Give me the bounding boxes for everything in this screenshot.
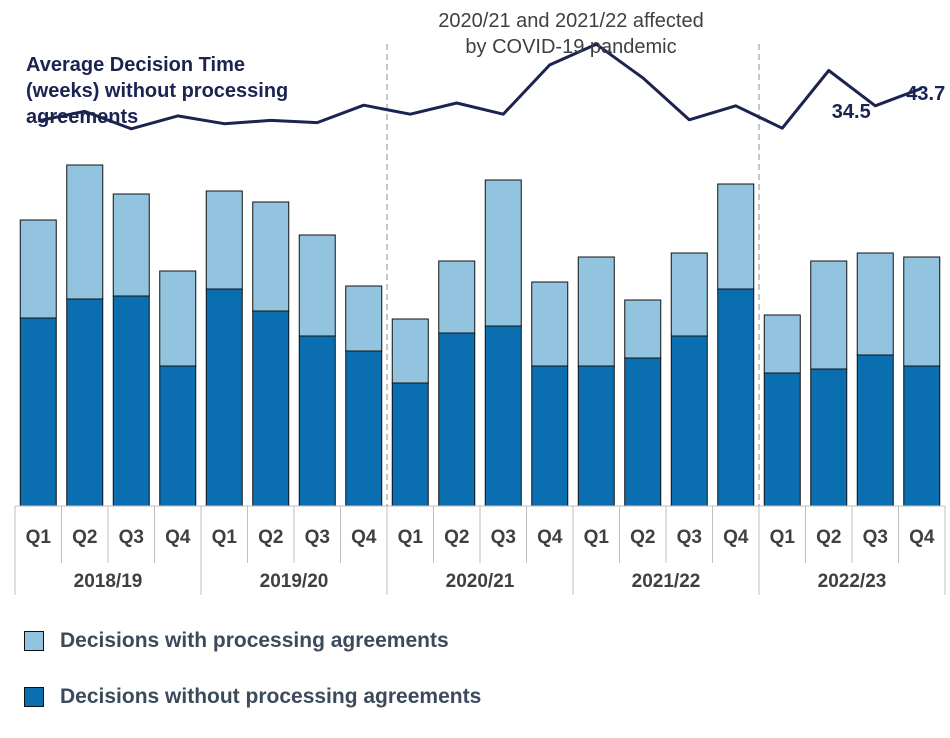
bar-without-agreements: [19, 317, 57, 507]
bar-without-agreements: [298, 335, 336, 507]
bar-without-agreements: [577, 365, 615, 507]
legend-item-with-agreements: Decisions with processing agreements: [24, 626, 481, 656]
x-tick-label: Q4: [351, 527, 377, 548]
x-tick-label: Q2: [816, 527, 841, 548]
bar-without-agreements: [205, 288, 243, 507]
bar-without-agreements: [252, 310, 290, 507]
x-tick-label: Q3: [863, 527, 888, 548]
x-tick-label: Q1: [398, 527, 424, 548]
legend-label: Decisions without processing agreements: [60, 685, 482, 708]
x-tick-label: Q4: [909, 527, 935, 548]
bar-with-agreements: [19, 219, 57, 319]
group-label: 2022/23: [818, 571, 887, 592]
x-tick-label: Q3: [491, 527, 516, 548]
x-tick-label: Q1: [26, 527, 52, 548]
bar-without-agreements: [484, 325, 522, 507]
legend-label: Decisions with processing agreements: [60, 629, 449, 652]
legend: Decisions with processing agreements Dec…: [24, 626, 481, 738]
bar-with-agreements: [577, 256, 615, 367]
bar-with-agreements: [345, 285, 383, 352]
x-tick-label: Q4: [537, 527, 563, 548]
bar-with-agreements: [438, 260, 476, 334]
bar-without-agreements: [717, 288, 755, 507]
x-tick-label: Q2: [258, 527, 283, 548]
x-tick-label: Q3: [677, 527, 702, 548]
x-tick-label: Q1: [212, 527, 238, 548]
x-tick-label: Q4: [723, 527, 749, 548]
legend-swatch-light: [24, 631, 44, 651]
bar-without-agreements: [438, 332, 476, 507]
line-series-label: Average Decision Time (weeks) without pr…: [26, 54, 289, 128]
legend-item-without-agreements: Decisions without processing agreements: [24, 682, 481, 712]
group-label: 2020/21: [446, 571, 515, 592]
x-tick-label: Q3: [119, 527, 144, 548]
bar-without-agreements: [763, 372, 801, 507]
bar-without-agreements: [903, 365, 941, 507]
legend-swatch-dark: [24, 687, 44, 707]
bar-without-agreements: [159, 365, 197, 507]
bar-with-agreements: [298, 234, 336, 337]
bar-with-agreements: [763, 314, 801, 374]
bar-with-agreements: [252, 201, 290, 312]
group-label: 2018/19: [74, 571, 143, 592]
bar-without-agreements: [624, 357, 662, 507]
bar-with-agreements: [391, 318, 429, 384]
bar-with-agreements: [624, 299, 662, 359]
bar-without-agreements: [66, 298, 104, 507]
bar-with-agreements: [903, 256, 941, 367]
bar-with-agreements: [112, 193, 150, 297]
x-tick-label: Q2: [630, 527, 655, 548]
group-label: 2019/20: [260, 571, 329, 592]
bar-without-agreements: [810, 368, 848, 507]
bar-without-agreements: [345, 350, 383, 507]
bar-with-agreements: [717, 183, 755, 290]
x-tick-label: Q2: [444, 527, 469, 548]
x-tick-label: Q1: [584, 527, 610, 548]
covid-annotation: 2020/21 and 2021/22 affected by COVID-19…: [438, 10, 704, 58]
bar-with-agreements: [159, 270, 197, 367]
chart-canvas: 2018/19 2019/20 2020/21 2021/22 2022/23 Q1 Q2 Q…: [14, 42, 946, 595]
bar-with-agreements: [484, 179, 522, 327]
x-tick-label: Q3: [305, 527, 330, 548]
bar-with-agreements: [66, 164, 104, 300]
bar-without-agreements: [856, 354, 894, 507]
x-tick-label: Q2: [72, 527, 97, 548]
bar-with-agreements: [810, 260, 848, 370]
bar-without-agreements: [112, 295, 150, 507]
bar-with-agreements: [531, 281, 569, 367]
bar-with-agreements: [205, 190, 243, 290]
group-label: 2021/22: [632, 571, 701, 592]
bar-without-agreements: [531, 365, 569, 507]
average-decision-time-line: [37, 42, 923, 131]
x-tick-label: Q1: [770, 527, 796, 548]
line-value-label: 43.7: [906, 83, 945, 105]
bar-without-agreements: [670, 335, 708, 507]
x-tick-label: Q4: [165, 527, 191, 548]
bar-with-agreements: [856, 252, 894, 356]
line-value-label: 34.5: [832, 101, 871, 123]
bar-without-agreements: [391, 382, 429, 507]
bar-with-agreements: [670, 252, 708, 337]
